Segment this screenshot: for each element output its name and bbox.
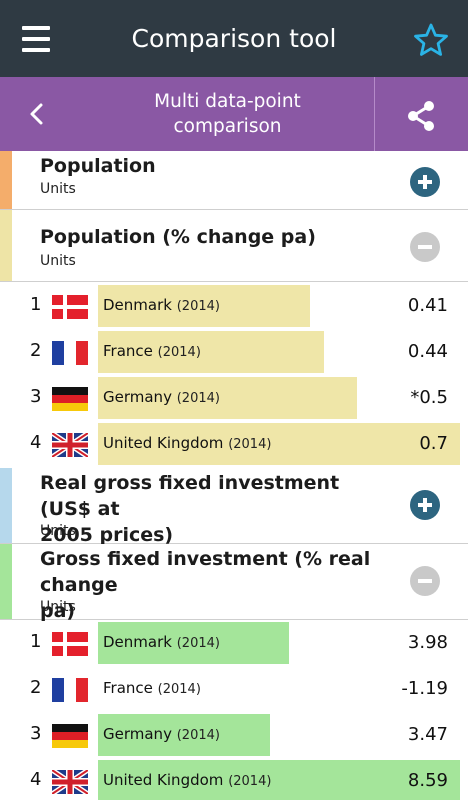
page-title-line1: Multi data-point: [154, 91, 301, 112]
rank: 1: [30, 294, 42, 315]
value: *0.5: [410, 387, 448, 408]
rank: 4: [30, 432, 42, 453]
rank: 3: [30, 723, 42, 744]
indicator-color-bar: [0, 544, 12, 619]
table-row: 1 Denmark (2014) 3.98: [0, 620, 468, 666]
value: -1.19: [401, 678, 448, 699]
indicator-color-bar: [0, 151, 12, 209]
germany-flag-icon: [52, 387, 88, 411]
country-name: France (2014): [103, 342, 201, 360]
plus-icon[interactable]: [410, 490, 440, 520]
uk-flag-icon: [52, 770, 88, 794]
value-bar: [98, 285, 310, 327]
table-row: 2 France (2014) -1.19: [0, 666, 468, 712]
indicator-units: Units: [40, 599, 76, 615]
indicator-name: Population: [40, 155, 156, 177]
country-name: Denmark (2014): [103, 296, 220, 314]
indicator-name: Gross fixed investment (% real change pa…: [40, 548, 371, 622]
share-icon[interactable]: [404, 99, 438, 133]
value: 0.41: [407, 295, 448, 316]
indicator-population-change[interactable]: Population (% change pa) Units: [0, 210, 468, 282]
table-row: 4 United Kingdom (2014) 0.7: [0, 421, 468, 467]
denmark-flag-icon: [52, 295, 88, 319]
country-name: France (2014): [103, 679, 201, 697]
value: 3.47: [407, 724, 448, 745]
rank: 2: [30, 677, 42, 698]
table-row: 3 Germany (2014) 3.47: [0, 712, 468, 758]
rank: 1: [30, 631, 42, 652]
indicator-units: Units: [40, 253, 76, 269]
value: 3.98: [407, 632, 448, 653]
germany-flag-icon: [52, 724, 88, 748]
plus-icon[interactable]: [410, 167, 440, 197]
country-name: Germany (2014): [103, 725, 220, 743]
value-bar: [98, 622, 289, 664]
page-title-line2: comparison: [173, 116, 282, 137]
indicator-color-bar: [0, 468, 12, 543]
value-bar: [98, 423, 460, 465]
table-row: 3 Germany (2014) *0.5: [0, 375, 468, 421]
hamburger-menu-icon[interactable]: [22, 26, 50, 52]
indicator-color-bar: [0, 210, 12, 281]
indicator-units: Units: [40, 181, 76, 197]
indicator-population[interactable]: Population Units: [0, 151, 468, 210]
chevron-left-icon[interactable]: [22, 98, 52, 130]
indicator-real-gross-fixed-investment[interactable]: Real gross fixed investment (US$ at 2005…: [0, 468, 468, 546]
value: 0.7: [419, 433, 448, 454]
sub-header: Multi data-point comparison: [0, 77, 468, 151]
indicator-gross-fixed-investment-change[interactable]: Gross fixed investment (% real change pa…: [0, 544, 468, 622]
country-name: Denmark (2014): [103, 633, 220, 651]
table-row: 2 France (2014) 0.44: [0, 329, 468, 375]
page-title: Multi data-point comparison: [80, 89, 375, 139]
value: 8.59: [407, 770, 448, 791]
app-title: Comparison tool: [131, 24, 337, 53]
rank: 2: [30, 340, 42, 361]
indicator-name: Population (% change pa): [40, 226, 316, 248]
indicator-units: Units: [40, 523, 76, 539]
header-divider: [374, 77, 375, 151]
denmark-flag-icon: [52, 632, 88, 656]
table-row: 4 United Kingdom (2014) 8.59: [0, 758, 468, 800]
france-flag-icon: [52, 341, 88, 365]
country-name: United Kingdom (2014): [103, 434, 272, 452]
france-flag-icon: [52, 678, 88, 702]
top-app-bar: Comparison tool: [0, 0, 468, 77]
country-name: Germany (2014): [103, 388, 220, 406]
indicator-name: Real gross fixed investment (US$ at 2005…: [40, 472, 340, 546]
value-bar: [98, 714, 270, 756]
value: 0.44: [407, 341, 448, 362]
value-bar: [98, 760, 460, 800]
table-row: 1 Denmark (2014) 0.41: [0, 283, 468, 329]
uk-flag-icon: [52, 433, 88, 457]
rank: 3: [30, 386, 42, 407]
rank: 4: [30, 769, 42, 790]
value-bar: [98, 377, 357, 419]
star-icon[interactable]: [413, 22, 449, 58]
minus-icon[interactable]: [410, 232, 440, 262]
country-name: United Kingdom (2014): [103, 771, 272, 789]
value-bar: [98, 331, 324, 373]
minus-icon[interactable]: [410, 566, 440, 596]
